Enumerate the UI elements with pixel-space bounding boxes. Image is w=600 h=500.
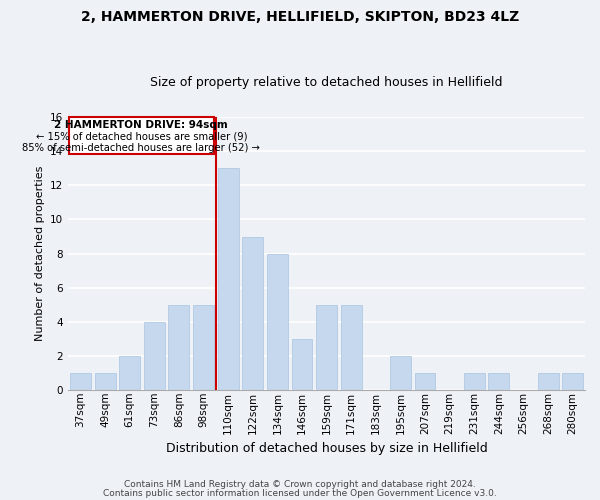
Text: Contains HM Land Registry data © Crown copyright and database right 2024.: Contains HM Land Registry data © Crown c… — [124, 480, 476, 489]
Y-axis label: Number of detached properties: Number of detached properties — [35, 166, 44, 342]
Bar — [242, 236, 263, 390]
Bar — [292, 339, 313, 390]
Bar — [390, 356, 411, 390]
Bar — [488, 373, 509, 390]
Bar — [144, 322, 165, 390]
Bar — [193, 305, 214, 390]
Bar — [218, 168, 239, 390]
Title: Size of property relative to detached houses in Hellifield: Size of property relative to detached ho… — [151, 76, 503, 90]
Bar — [464, 373, 485, 390]
Bar — [341, 305, 362, 390]
FancyBboxPatch shape — [68, 117, 214, 154]
Bar — [95, 373, 116, 390]
Bar — [538, 373, 559, 390]
X-axis label: Distribution of detached houses by size in Hellifield: Distribution of detached houses by size … — [166, 442, 487, 455]
Text: Contains public sector information licensed under the Open Government Licence v3: Contains public sector information licen… — [103, 489, 497, 498]
Bar — [169, 305, 190, 390]
Text: 85% of semi-detached houses are larger (52) →: 85% of semi-detached houses are larger (… — [22, 142, 260, 152]
Bar — [70, 373, 91, 390]
Text: 2 HAMMERTON DRIVE: 94sqm: 2 HAMMERTON DRIVE: 94sqm — [55, 120, 228, 130]
Text: ← 15% of detached houses are smaller (9): ← 15% of detached houses are smaller (9) — [35, 131, 247, 141]
Bar — [316, 305, 337, 390]
Bar — [267, 254, 288, 390]
Bar — [562, 373, 583, 390]
Bar — [415, 373, 436, 390]
Bar — [119, 356, 140, 390]
Text: 2, HAMMERTON DRIVE, HELLIFIELD, SKIPTON, BD23 4LZ: 2, HAMMERTON DRIVE, HELLIFIELD, SKIPTON,… — [81, 10, 519, 24]
